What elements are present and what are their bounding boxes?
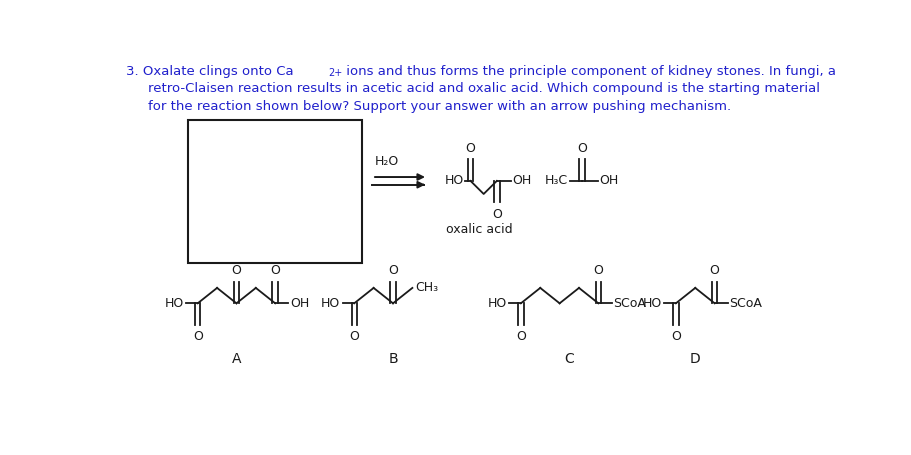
Text: H₂O: H₂O	[374, 155, 399, 168]
Text: for the reaction shown below? Support your answer with an arrow pushing mechanis: for the reaction shown below? Support yo…	[148, 100, 731, 113]
Text: O: O	[491, 208, 501, 221]
Text: HO: HO	[321, 297, 340, 310]
Text: O: O	[577, 142, 587, 155]
Bar	[188, 120, 362, 263]
Text: A: A	[231, 352, 241, 366]
Text: oxalic acid: oxalic acid	[446, 223, 513, 236]
Text: SCoA: SCoA	[729, 297, 762, 310]
Text: HO: HO	[642, 297, 661, 310]
Text: H₃C: H₃C	[545, 174, 568, 187]
Text: O: O	[388, 264, 397, 277]
Text: B: B	[388, 352, 397, 366]
Text: O: O	[709, 264, 719, 277]
Text: O: O	[231, 264, 241, 277]
Text: ions and thus forms the principle component of kidney stones. In fungi, a: ions and thus forms the principle compon…	[342, 65, 835, 78]
Text: OH: OH	[599, 174, 618, 187]
Text: O: O	[349, 330, 359, 343]
Text: SCoA: SCoA	[612, 297, 645, 310]
Text: 3. Oxalate clings onto Ca: 3. Oxalate clings onto Ca	[126, 65, 293, 78]
Text: O: O	[465, 142, 475, 155]
Text: retro-Claisen reaction results in acetic acid and oxalic acid. Which compound is: retro-Claisen reaction results in acetic…	[148, 82, 819, 95]
Text: HO: HO	[164, 297, 183, 310]
Text: D: D	[689, 352, 700, 366]
Text: 2+: 2+	[328, 68, 342, 78]
Text: OH: OH	[512, 174, 531, 187]
Text: O: O	[516, 330, 526, 343]
Text: O: O	[670, 330, 681, 343]
Text: CH₃: CH₃	[415, 281, 438, 294]
Text: C: C	[563, 352, 573, 366]
Text: O: O	[593, 264, 603, 277]
Text: HO: HO	[487, 297, 507, 310]
Text: HO: HO	[444, 174, 463, 187]
Text: OH: OH	[290, 297, 309, 310]
Text: O: O	[192, 330, 202, 343]
Text: O: O	[270, 264, 280, 277]
